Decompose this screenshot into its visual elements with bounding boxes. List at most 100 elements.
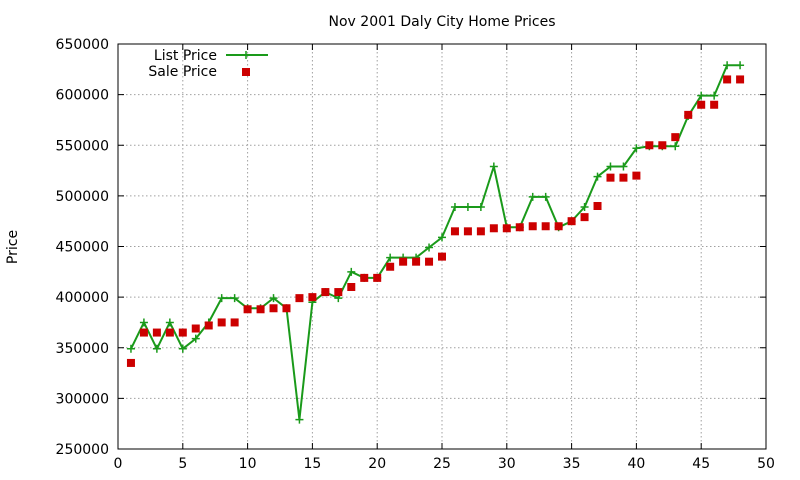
sale-price-point [360, 273, 369, 282]
sale-price-point [450, 227, 459, 236]
x-tick-label: 0 [114, 456, 123, 472]
sale-price-point [567, 217, 576, 226]
sale-price-point [541, 222, 550, 231]
y-tick-label: 350000 [56, 341, 109, 357]
list-price-point [165, 318, 174, 327]
x-tick-label: 45 [692, 456, 710, 472]
y-tick-label: 650000 [56, 37, 109, 53]
x-tick-label: 25 [433, 456, 451, 472]
sale-price-point [438, 252, 446, 261]
list-price-point [191, 334, 200, 343]
sale-price-point [463, 227, 472, 236]
sale-price-point [217, 318, 226, 327]
sale-price-point [191, 324, 200, 333]
list-price-point [710, 91, 719, 100]
y-tick-label: 250000 [56, 442, 109, 458]
list-price-point [126, 344, 135, 353]
y-tick-label: 400000 [56, 290, 109, 306]
sale-price-point [165, 328, 174, 337]
sale-price-point [126, 358, 135, 367]
sale-price-point [710, 100, 719, 109]
legend-marker-sale-price [242, 68, 250, 76]
sale-price-point [425, 257, 434, 266]
list-price-point [671, 142, 680, 151]
list-price-point [528, 192, 537, 201]
list-price-point [736, 61, 745, 70]
legend-label-list-price: List Price [154, 48, 217, 64]
series-layer [126, 61, 745, 424]
list-price-point [386, 253, 395, 262]
list-price-point [178, 344, 187, 353]
list-price-point [152, 344, 161, 353]
sale-price-point [308, 293, 317, 302]
list-price-point [619, 162, 628, 171]
sale-price-point [580, 213, 589, 222]
legend: List Price Sale Price [148, 48, 268, 80]
sale-price-point [152, 328, 161, 337]
sale-price-point [658, 141, 667, 150]
list-price-line [130, 64, 741, 421]
sale-price-point [606, 173, 615, 182]
sale-price-point [295, 294, 304, 303]
sale-price-point [515, 223, 524, 232]
sale-price-point [723, 75, 732, 84]
list-price-point [269, 294, 278, 303]
list-price-point [347, 267, 356, 276]
axis-ticks: 0 5 10 15 20 25 30 35 40 45 50 250000 300000 350000 40… [56, 37, 775, 472]
sale-price-point [321, 288, 330, 297]
sale-price-point [502, 224, 511, 233]
list-price-point [580, 203, 589, 212]
x-tick-label: 40 [627, 456, 645, 472]
list-price-point [606, 162, 615, 171]
y-tick-label: 500000 [56, 189, 109, 205]
list-price-point [217, 294, 226, 303]
sale-price-point [412, 257, 421, 266]
list-price-point [438, 233, 446, 242]
sale-price-point [334, 288, 343, 297]
x-tick-label: 50 [757, 456, 775, 472]
sale-price-point [684, 110, 693, 119]
legend-label-sale-price: Sale Price [148, 64, 217, 80]
y-tick-label: 600000 [56, 88, 109, 104]
sale-price-point [554, 222, 563, 231]
legend-marker-list-price [242, 51, 250, 59]
sale-price-point [243, 305, 252, 314]
sale-price-point [632, 171, 641, 180]
sale-price-point [476, 227, 485, 236]
sale-price-point [139, 328, 148, 337]
y-axis-label: Price [5, 230, 21, 264]
y-tick-label: 300000 [56, 391, 109, 407]
sale-price-point [178, 328, 187, 337]
list-price-point [723, 61, 732, 70]
sale-price-point [282, 304, 291, 313]
sale-price-point [736, 75, 745, 84]
x-tick-label: 30 [498, 456, 516, 472]
sale-price-point [347, 283, 356, 291]
y-tick-label: 550000 [56, 138, 109, 154]
list-price-point [632, 144, 641, 153]
x-tick-label: 35 [563, 456, 581, 472]
list-price-point [541, 192, 550, 201]
sale-price-point [399, 257, 408, 266]
list-price-point [593, 172, 602, 181]
x-tick-label: 10 [239, 456, 257, 472]
x-tick-label: 15 [303, 456, 321, 472]
list-price-point [489, 162, 498, 171]
grid-lines [118, 44, 766, 449]
list-price-point [425, 243, 434, 252]
sale-price-point [528, 222, 537, 231]
sale-price-point [256, 305, 265, 314]
list-price-point [450, 203, 459, 212]
list-price-point [230, 294, 239, 303]
sale-price-point [671, 133, 680, 142]
sale-price-point [489, 224, 498, 233]
sale-price-point [386, 262, 395, 271]
y-tick-label: 450000 [56, 240, 109, 256]
chart-title: Nov 2001 Daly City Home Prices [329, 14, 556, 30]
list-price-point [295, 415, 304, 424]
sale-price-point [269, 304, 278, 313]
list-price-point [697, 91, 706, 100]
list-price-point [476, 203, 485, 212]
sale-price-point [373, 273, 382, 282]
